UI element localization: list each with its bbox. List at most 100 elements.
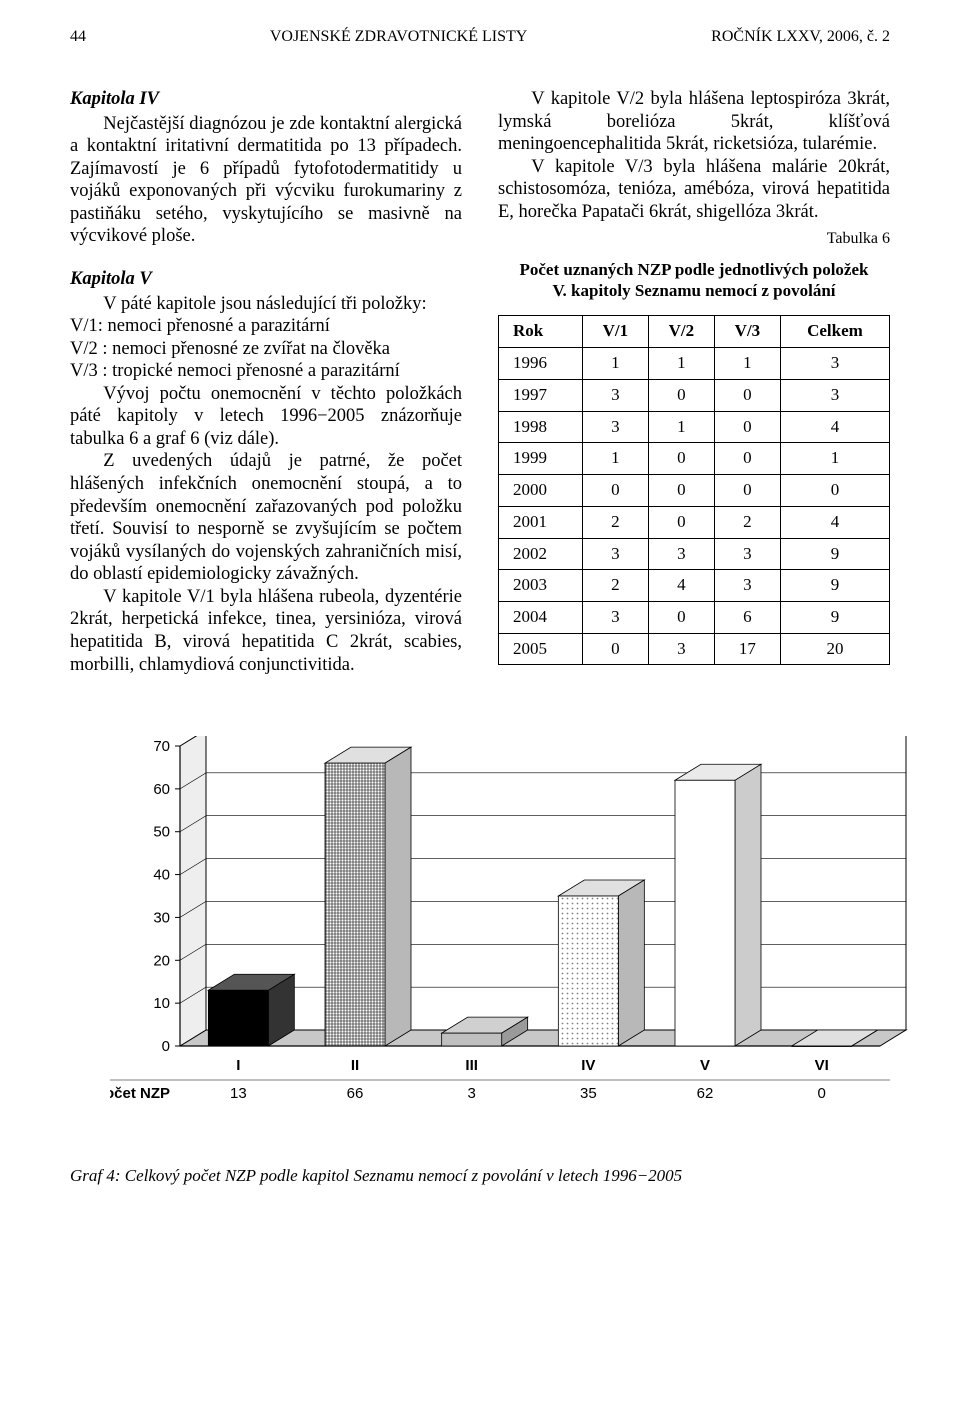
table-cell: 0 xyxy=(648,506,714,538)
table-row: 20023339 xyxy=(499,538,890,570)
bar xyxy=(208,974,294,1046)
table-row: 20000000 xyxy=(499,475,890,507)
issue-info: ROČNÍK LXXV, 2006, č. 2 xyxy=(711,28,890,46)
table-cell: 1 xyxy=(648,411,714,443)
table-label: Tabulka 6 xyxy=(498,229,890,249)
table-cell: 17 xyxy=(714,633,780,665)
svg-text:0: 0 xyxy=(817,1085,825,1102)
table-cell: 0 xyxy=(780,475,889,507)
list-item: V/1: nemoci přenosné a parazitární xyxy=(70,315,462,338)
paragraph: Vývoj počtu onemocnění v těchto položkác… xyxy=(70,383,462,451)
svg-text:3: 3 xyxy=(467,1085,475,1102)
table-title: Počet uznaných NZP podle jednotlivých po… xyxy=(498,259,890,302)
svg-text:počet NZP: počet NZP xyxy=(110,1085,170,1102)
table-cell: 0 xyxy=(714,379,780,411)
svg-text:III: III xyxy=(465,1057,478,1074)
paragraph: Z uvedených údajů je patrné, že počet hl… xyxy=(70,450,462,585)
table-cell: 3 xyxy=(582,538,648,570)
table-cell: 0 xyxy=(582,475,648,507)
table-cell: 0 xyxy=(648,443,714,475)
svg-text:62: 62 xyxy=(697,1085,714,1102)
bar-chart: 010203040506070I13II66III3IV35V62VI0poče… xyxy=(110,736,930,1126)
table-data: RokV/1V/2V/3Celkem 199611131997300319983… xyxy=(498,315,890,665)
table-cell: 2002 xyxy=(499,538,583,570)
table-cell: 3 xyxy=(780,379,889,411)
table-cell: 0 xyxy=(648,602,714,634)
svg-text:50: 50 xyxy=(153,824,170,841)
svg-text:VI: VI xyxy=(815,1057,829,1074)
table-cell: 2000 xyxy=(499,475,583,507)
table-cell: 3 xyxy=(714,570,780,602)
bar xyxy=(325,747,411,1046)
svg-text:66: 66 xyxy=(347,1085,364,1102)
running-header: 44 VOJENSKÉ ZDRAVOTNICKÉ LISTY ROČNÍK LX… xyxy=(70,28,890,46)
svg-text:20: 20 xyxy=(153,952,170,969)
paragraph: V kapitole V/2 byla hlášena leptospiróza… xyxy=(498,88,890,156)
svg-text:30: 30 xyxy=(153,909,170,926)
table-header-cell: V/2 xyxy=(648,316,714,348)
journal-title: VOJENSKÉ ZDRAVOTNICKÉ LISTY xyxy=(270,28,527,46)
table-cell: 3 xyxy=(582,379,648,411)
table-row: 20032439 xyxy=(499,570,890,602)
table-cell: 1 xyxy=(582,348,648,380)
table-row: 2005031720 xyxy=(499,633,890,665)
table-row: 19983104 xyxy=(499,411,890,443)
table-cell: 20 xyxy=(780,633,889,665)
column-right: V kapitole V/2 byla hlášena leptospiróza… xyxy=(498,88,890,676)
table-cell: 1 xyxy=(582,443,648,475)
table-cell: 3 xyxy=(582,411,648,443)
table-cell: 3 xyxy=(648,538,714,570)
table-row: 19991001 xyxy=(499,443,890,475)
table-title-line: Počet uznaných NZP podle jednotlivých po… xyxy=(520,260,869,279)
table-cell: 0 xyxy=(714,411,780,443)
table-cell: 2 xyxy=(714,506,780,538)
table-cell: 9 xyxy=(780,602,889,634)
table-header-cell: Rok xyxy=(499,316,583,348)
table-cell: 2003 xyxy=(499,570,583,602)
svg-text:IV: IV xyxy=(581,1057,595,1074)
table-cell: 6 xyxy=(714,602,780,634)
table-cell: 1998 xyxy=(499,411,583,443)
table-header-cell: V/3 xyxy=(714,316,780,348)
table-cell: 4 xyxy=(648,570,714,602)
paragraph: V kapitole V/1 byla hlášena rubeola, dyz… xyxy=(70,586,462,676)
table-cell: 3 xyxy=(582,602,648,634)
column-left: Kapitola IV Nejčastější diagnózou je zde… xyxy=(70,88,462,676)
svg-text:35: 35 xyxy=(580,1085,597,1102)
table-row: 20043069 xyxy=(499,602,890,634)
table-header-cell: V/1 xyxy=(582,316,648,348)
paragraph: Nejčastější diagnózou je zde kontaktní a… xyxy=(70,113,462,248)
bar xyxy=(675,764,761,1046)
svg-text:II: II xyxy=(351,1057,359,1074)
svg-text:60: 60 xyxy=(153,781,170,798)
bar-chart-svg: 010203040506070I13II66III3IV35V62VI0poče… xyxy=(110,736,930,1126)
table-cell: 1999 xyxy=(499,443,583,475)
table-cell: 0 xyxy=(714,475,780,507)
page-number: 44 xyxy=(70,28,86,46)
svg-text:13: 13 xyxy=(230,1085,247,1102)
table-cell: 0 xyxy=(582,633,648,665)
list-item: V/2 : nemoci přenosné ze zvířat na člově… xyxy=(70,338,462,361)
table-cell: 2005 xyxy=(499,633,583,665)
table-cell: 9 xyxy=(780,538,889,570)
table-row: 19961113 xyxy=(499,348,890,380)
table-cell: 9 xyxy=(780,570,889,602)
svg-text:I: I xyxy=(236,1057,240,1074)
table-cell: 2004 xyxy=(499,602,583,634)
table-cell: 1996 xyxy=(499,348,583,380)
svg-text:70: 70 xyxy=(153,738,170,755)
list-item: V/3 : tropické nemoci přenosné a parazit… xyxy=(70,360,462,383)
table-cell: 4 xyxy=(780,411,889,443)
paragraph: V páté kapitole jsou následující tři pol… xyxy=(70,293,462,316)
table-cell: 1 xyxy=(648,348,714,380)
table-cell: 3 xyxy=(780,348,889,380)
table-cell: 1 xyxy=(714,348,780,380)
table-cell: 3 xyxy=(648,633,714,665)
heading-kapitola-iv: Kapitola IV xyxy=(70,88,462,111)
table-cell: 2001 xyxy=(499,506,583,538)
bar xyxy=(558,880,644,1046)
table-cell: 0 xyxy=(648,475,714,507)
svg-text:V: V xyxy=(700,1057,710,1074)
table-cell: 0 xyxy=(714,443,780,475)
table-cell: 1 xyxy=(780,443,889,475)
